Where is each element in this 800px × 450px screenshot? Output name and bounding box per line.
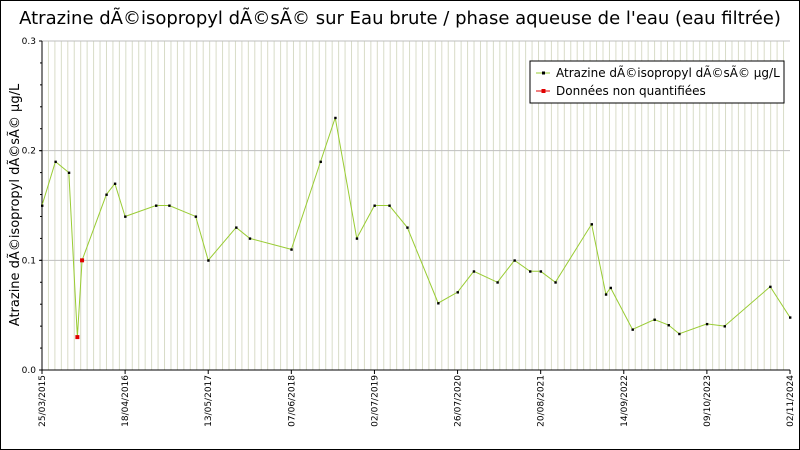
chart-title: Atrazine dÃ©isopropyl dÃ©sÃ© sur Eau bru… — [19, 8, 781, 29]
series-line — [41, 117, 791, 338]
x-tick-label: 02/11/2024 — [786, 375, 796, 427]
data-point — [155, 204, 158, 207]
x-tick-label: 02/07/2019 — [370, 375, 380, 427]
data-point — [207, 259, 210, 262]
y-tick-label: 0.2 — [22, 147, 36, 157]
y-axis-title: Atrazine dÃ©isopropyl dÃ©sÃ© µg/L — [7, 83, 23, 326]
data-point — [373, 204, 376, 207]
data-point — [290, 248, 293, 251]
legend-box — [529, 60, 785, 104]
legend-unquantified-point-swatch — [541, 89, 546, 93]
data-point — [472, 270, 476, 273]
data-point — [41, 204, 44, 207]
data-point — [590, 223, 593, 226]
x-tick-label: 25/03/2015 — [38, 375, 48, 427]
data-point — [235, 226, 238, 229]
data-points — [41, 116, 792, 340]
data-point — [168, 204, 171, 207]
x-tick-label: 26/07/2020 — [454, 375, 464, 427]
data-point — [631, 328, 634, 331]
legend: Atrazine dÃ©isopropyl dÃ©sÃ© µg/L Donnée… — [529, 60, 785, 104]
legend-unquantified-label: Données non quantifiées — [556, 84, 706, 98]
data-point — [604, 293, 608, 296]
data-point — [124, 215, 127, 218]
data-point — [667, 324, 670, 327]
data-point — [334, 116, 337, 120]
data-point — [437, 302, 440, 305]
unquantified-point — [75, 335, 80, 340]
data-point — [388, 204, 391, 207]
data-point — [539, 270, 543, 273]
data-point — [723, 325, 726, 328]
legend-item-series: Atrazine dÃ©isopropyl dÃ©sÃ© µg/L — [536, 65, 780, 80]
data-point — [513, 259, 516, 262]
legend-series-label: Atrazine dÃ©isopropyl dÃ©sÃ© µg/L — [556, 65, 780, 80]
data-point — [319, 160, 322, 164]
data-point — [105, 193, 108, 196]
data-point — [248, 237, 252, 240]
unquantified-point — [80, 258, 85, 263]
x-tick-label: 13/05/2017 — [204, 375, 214, 427]
data-point — [769, 285, 772, 289]
data-point — [496, 281, 499, 284]
data-point — [456, 291, 459, 294]
data-point — [67, 171, 71, 174]
y-tick-label: 0.0 — [22, 366, 37, 376]
data-point — [194, 215, 198, 218]
data-point — [609, 286, 612, 290]
data-point — [406, 226, 409, 229]
data-point — [789, 316, 792, 319]
data-point — [554, 281, 557, 284]
legend-item-unquantified: Données non quantifiées — [536, 84, 706, 98]
data-point — [705, 322, 709, 326]
legend-series-point-swatch — [542, 71, 545, 75]
data-point — [355, 237, 359, 240]
data-point — [653, 318, 656, 321]
data-point — [678, 332, 681, 336]
data-point — [529, 270, 532, 273]
y-tick-label: 0.1 — [22, 256, 36, 266]
x-tick-label: 18/04/2016 — [121, 375, 131, 427]
x-tick-label: 09/10/2023 — [703, 375, 713, 427]
x-tick-label: 07/06/2018 — [287, 375, 297, 427]
x-tick-label: 20/08/2021 — [537, 375, 547, 427]
x-tick-label: 14/09/2022 — [620, 375, 630, 427]
series-line-path — [41, 117, 791, 338]
data-point — [113, 182, 117, 185]
data-point — [54, 160, 57, 164]
tick-labels: 0.0 0.1 0.2 0.3 25/03/2015 18/04/2016 13/05/20… — [22, 37, 796, 427]
y-tick-label: 0.3 — [22, 37, 36, 47]
